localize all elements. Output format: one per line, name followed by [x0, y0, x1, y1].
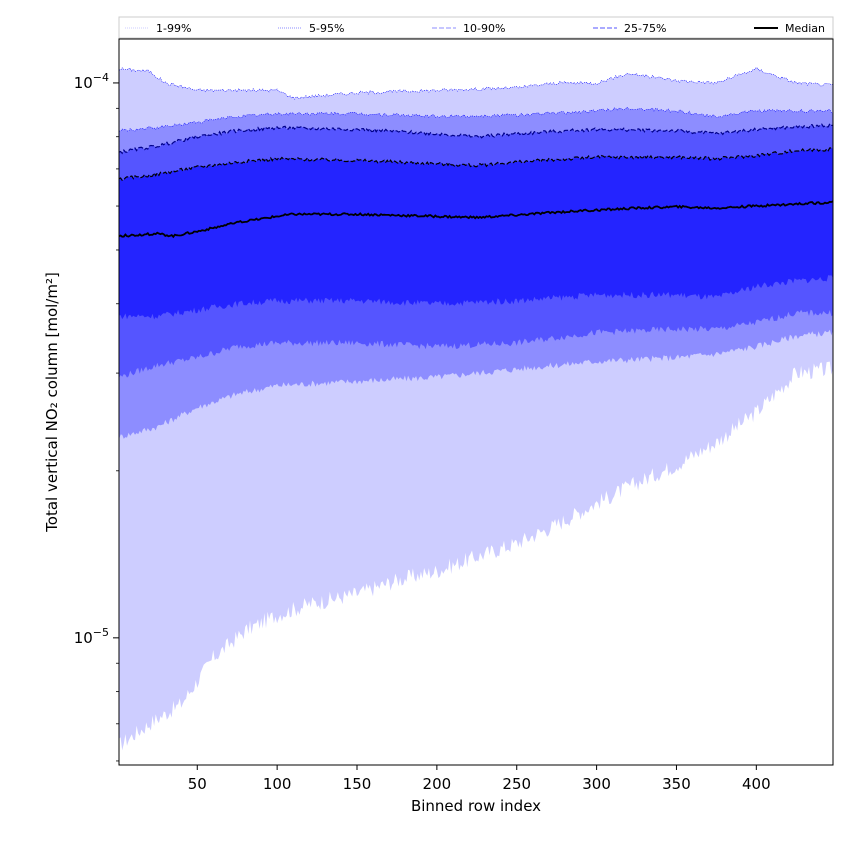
legend-label: 25-75% — [624, 22, 666, 35]
x-tick-label: 400 — [742, 775, 771, 793]
percentile-band-chart: 50 100 150 200 250 300 350 400 10−510−4 Binned … — [0, 0, 850, 850]
legend-label: 1-99% — [156, 22, 191, 35]
legend-label: Median — [785, 22, 825, 35]
legend-label: 5-95% — [309, 22, 344, 35]
x-tick-label: 150 — [343, 775, 372, 793]
x-tick-label: 200 — [423, 775, 452, 793]
x-axis-title: Binned row index — [411, 797, 541, 815]
x-tick-label: 250 — [502, 775, 531, 793]
y-axis-title: Total vertical NO₂ column [mol/m²] — [43, 272, 61, 533]
x-tick-label: 100 — [263, 775, 292, 793]
x-tick-label: 300 — [582, 775, 611, 793]
x-tick-label: 50 — [188, 775, 207, 793]
legend-label: 10-90% — [463, 22, 505, 35]
legend: 1-99% 5-95% 10-90% 25-75% Median — [119, 17, 833, 38]
x-tick-label: 350 — [662, 775, 691, 793]
